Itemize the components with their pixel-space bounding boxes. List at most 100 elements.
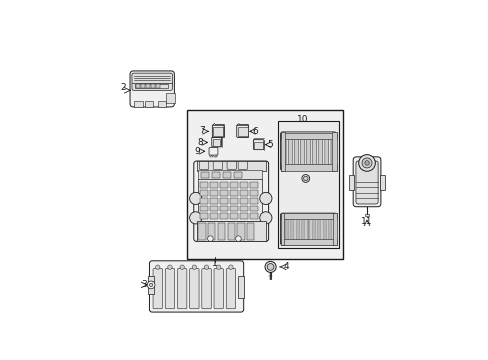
Bar	[198, 223, 205, 240]
Text: 2: 2	[120, 83, 125, 92]
FancyBboxPatch shape	[149, 261, 243, 312]
Bar	[230, 198, 237, 204]
Bar	[233, 172, 242, 177]
Circle shape	[192, 265, 196, 269]
Text: 8: 8	[197, 138, 203, 147]
FancyBboxPatch shape	[306, 139, 310, 167]
Bar	[304, 216, 307, 243]
Bar	[280, 132, 284, 171]
Bar	[141, 84, 144, 87]
Bar	[220, 213, 227, 219]
FancyBboxPatch shape	[177, 269, 186, 309]
Bar	[210, 213, 218, 219]
Circle shape	[264, 261, 276, 273]
FancyBboxPatch shape	[211, 138, 221, 147]
Bar	[211, 172, 220, 177]
Bar	[280, 213, 336, 219]
Text: 1: 1	[211, 259, 217, 268]
Bar	[230, 206, 237, 211]
Bar	[240, 206, 247, 211]
Bar	[208, 223, 215, 240]
Text: 11: 11	[361, 217, 372, 226]
FancyBboxPatch shape	[294, 139, 298, 167]
FancyBboxPatch shape	[312, 139, 316, 167]
Bar	[293, 216, 296, 243]
Bar	[230, 190, 237, 196]
Bar	[200, 190, 207, 196]
Bar	[223, 172, 231, 177]
Bar	[134, 101, 142, 107]
Circle shape	[149, 283, 152, 287]
Text: 7: 7	[199, 126, 204, 135]
Bar	[210, 190, 218, 196]
Bar	[240, 183, 247, 188]
Bar	[220, 206, 227, 211]
Circle shape	[303, 176, 307, 181]
Bar	[348, 175, 354, 190]
Bar	[210, 183, 218, 188]
Circle shape	[361, 158, 371, 168]
Bar	[148, 276, 154, 294]
Bar	[135, 84, 168, 88]
Bar	[249, 183, 257, 188]
Bar	[196, 161, 265, 171]
Bar	[215, 155, 217, 157]
FancyBboxPatch shape	[193, 161, 268, 242]
Bar	[220, 183, 227, 188]
Bar	[240, 190, 247, 196]
FancyBboxPatch shape	[189, 269, 199, 309]
Bar	[249, 213, 257, 219]
FancyBboxPatch shape	[330, 139, 334, 167]
Circle shape	[301, 175, 309, 183]
Circle shape	[228, 265, 233, 269]
Circle shape	[267, 264, 273, 270]
FancyBboxPatch shape	[202, 269, 211, 309]
Bar	[325, 216, 328, 243]
Circle shape	[364, 161, 368, 165]
Bar	[209, 155, 211, 157]
FancyBboxPatch shape	[226, 269, 235, 309]
Bar	[220, 198, 227, 204]
Bar	[230, 183, 237, 188]
FancyBboxPatch shape	[238, 162, 247, 169]
Circle shape	[167, 265, 172, 269]
Circle shape	[189, 212, 202, 224]
Bar	[144, 101, 153, 107]
Bar	[198, 179, 261, 221]
FancyBboxPatch shape	[318, 139, 322, 167]
Bar	[320, 216, 323, 243]
Bar	[220, 190, 227, 196]
Circle shape	[235, 236, 241, 242]
Bar	[210, 206, 218, 211]
FancyBboxPatch shape	[280, 213, 336, 245]
FancyBboxPatch shape	[355, 161, 377, 204]
Bar	[246, 223, 254, 240]
FancyBboxPatch shape	[132, 73, 172, 90]
Circle shape	[147, 281, 155, 289]
Bar	[332, 132, 336, 171]
Bar	[166, 93, 175, 103]
Bar	[379, 175, 384, 190]
Bar	[277, 121, 339, 248]
FancyBboxPatch shape	[282, 139, 285, 167]
Bar	[254, 141, 262, 149]
Bar	[237, 223, 244, 240]
FancyBboxPatch shape	[153, 269, 162, 309]
Circle shape	[259, 212, 271, 224]
FancyBboxPatch shape	[213, 162, 222, 169]
FancyBboxPatch shape	[165, 269, 174, 309]
Bar	[240, 198, 247, 204]
Bar	[282, 216, 285, 243]
Bar	[158, 101, 166, 107]
FancyBboxPatch shape	[208, 148, 218, 155]
Circle shape	[358, 155, 375, 171]
FancyBboxPatch shape	[288, 139, 292, 167]
Text: 9: 9	[194, 147, 200, 156]
FancyBboxPatch shape	[199, 162, 208, 169]
Bar	[200, 213, 207, 219]
Bar	[200, 198, 207, 204]
Bar	[212, 139, 220, 146]
Bar	[249, 198, 257, 204]
Bar	[156, 84, 160, 87]
Bar	[230, 213, 237, 219]
